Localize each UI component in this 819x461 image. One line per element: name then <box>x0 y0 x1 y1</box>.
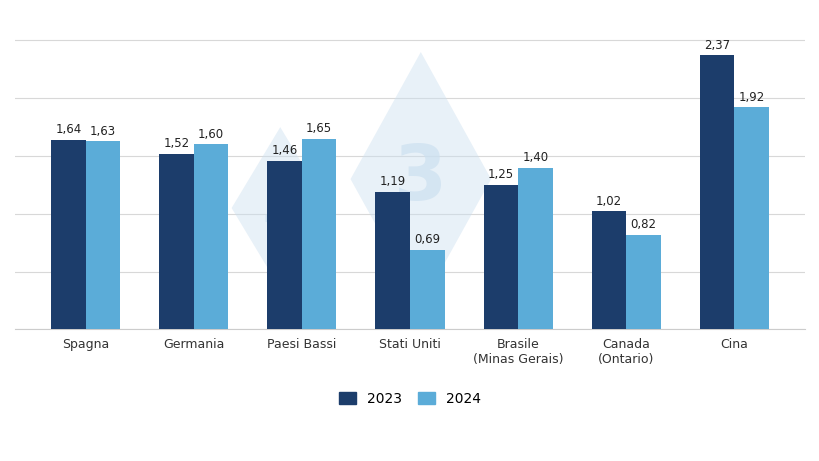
Bar <box>734 107 768 329</box>
Text: 1,19: 1,19 <box>379 175 405 189</box>
Text: 3: 3 <box>261 182 298 234</box>
Legend: 2023, 2024: 2023, 2024 <box>333 386 486 411</box>
Bar <box>699 55 734 329</box>
Text: 1,92: 1,92 <box>738 91 764 104</box>
Polygon shape <box>350 52 491 306</box>
Text: 0,82: 0,82 <box>630 218 656 231</box>
Bar <box>483 185 518 329</box>
Bar <box>591 212 626 329</box>
Text: 3: 3 <box>394 142 447 216</box>
Bar <box>518 167 552 329</box>
Text: 1,52: 1,52 <box>163 137 189 150</box>
Text: 1,60: 1,60 <box>197 128 224 141</box>
Text: 1,46: 1,46 <box>271 144 297 157</box>
Bar <box>267 160 301 329</box>
Bar <box>410 249 444 329</box>
Bar <box>375 192 410 329</box>
Text: 0,69: 0,69 <box>414 233 440 246</box>
Bar <box>159 154 193 329</box>
Bar <box>85 141 120 329</box>
Text: 1,02: 1,02 <box>595 195 622 208</box>
Text: 1,65: 1,65 <box>305 122 332 135</box>
Bar <box>51 140 85 329</box>
Bar <box>193 144 228 329</box>
Text: 1,40: 1,40 <box>522 151 548 164</box>
Polygon shape <box>231 127 328 289</box>
Text: 1,63: 1,63 <box>90 124 115 137</box>
Text: 2,37: 2,37 <box>704 39 729 52</box>
Bar <box>626 235 660 329</box>
Bar <box>301 139 336 329</box>
Text: 1,64: 1,64 <box>55 124 81 136</box>
Text: 1,25: 1,25 <box>487 168 514 182</box>
